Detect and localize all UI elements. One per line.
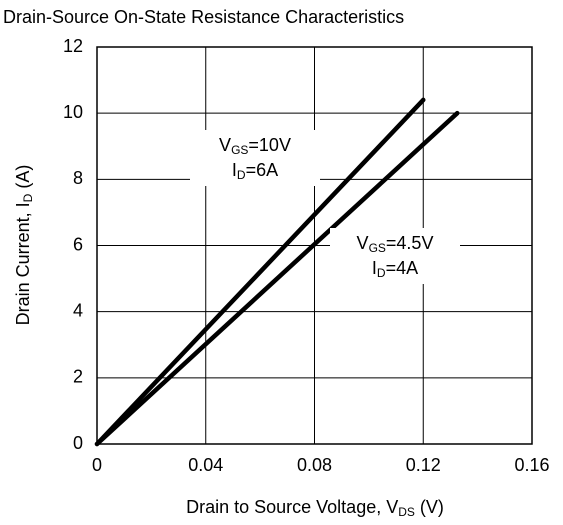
y-tick-label: 6 bbox=[73, 234, 83, 254]
text-part: I bbox=[372, 258, 377, 278]
text-part: (V) bbox=[415, 497, 444, 517]
data-line bbox=[94, 110, 460, 447]
text-part: =10V bbox=[248, 135, 291, 155]
y-tick-label: 4 bbox=[73, 300, 83, 320]
y-tick-label: 8 bbox=[73, 168, 83, 188]
text-part: I bbox=[232, 160, 237, 180]
text-part: (A) bbox=[13, 165, 33, 194]
data-line bbox=[94, 97, 426, 447]
x-tick-label: 0.08 bbox=[297, 455, 332, 475]
subscript: D bbox=[377, 266, 386, 280]
annotation: VGS=10V bbox=[219, 135, 291, 157]
x-tick-label: 0.12 bbox=[406, 455, 441, 475]
annotation-background bbox=[330, 228, 460, 284]
y-axis-label: Drain Current, ID (A) bbox=[13, 165, 35, 326]
text-part: =6A bbox=[246, 160, 279, 180]
annotation: ID=4A bbox=[372, 258, 418, 280]
annotation-background bbox=[190, 130, 320, 186]
y-tick-label: 0 bbox=[73, 433, 83, 453]
subscript: D bbox=[237, 168, 246, 182]
subscript: D bbox=[21, 193, 35, 202]
x-tick-label: 0 bbox=[92, 455, 102, 475]
y-tick-label: 10 bbox=[63, 102, 83, 122]
text-part: =4A bbox=[386, 258, 419, 278]
x-tick-label: 0.04 bbox=[188, 455, 223, 475]
text-part: =4.5V bbox=[386, 233, 434, 253]
x-axis-label: Drain to Source Voltage, VDS (V) bbox=[186, 497, 444, 519]
chart-title: Drain-Source On-State Resistance Charact… bbox=[3, 7, 404, 27]
subscript: GS bbox=[231, 143, 248, 157]
annotation: VGS=4.5V bbox=[357, 233, 434, 255]
y-tick-label: 12 bbox=[63, 36, 83, 56]
annotation: ID=6A bbox=[232, 160, 278, 182]
text-part: Drain Current, I bbox=[13, 202, 33, 325]
subscript: GS bbox=[369, 241, 386, 255]
x-tick-label: 0.16 bbox=[514, 455, 549, 475]
text-part: Drain to Source Voltage, V bbox=[186, 497, 398, 517]
plot-frame bbox=[96, 46, 533, 445]
text-part: V bbox=[219, 135, 231, 155]
y-tick-label: 2 bbox=[73, 367, 83, 387]
subscript: DS bbox=[398, 505, 415, 519]
text-part: V bbox=[357, 233, 369, 253]
